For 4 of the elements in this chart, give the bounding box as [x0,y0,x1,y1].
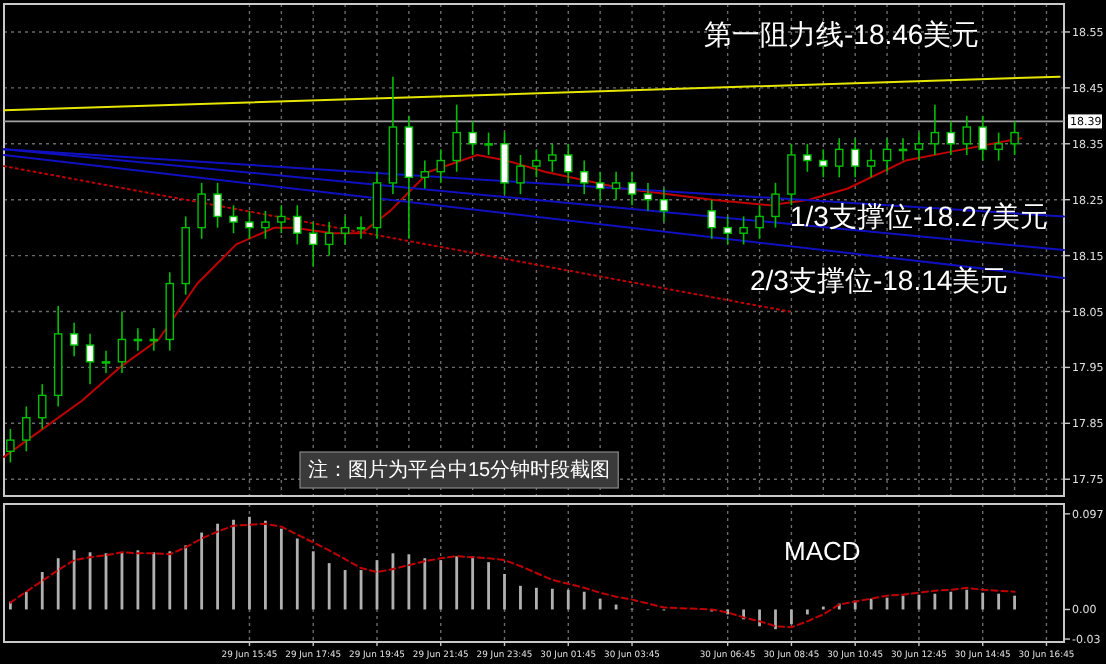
annotation: 2/3支撑位-18.14美元 [750,264,1009,296]
annotation: 注：图片为平台中15分钟时段截图 [308,458,611,482]
text: MACD [784,536,861,566]
annotation: 第一阻力线-18.46美元 [704,18,980,50]
